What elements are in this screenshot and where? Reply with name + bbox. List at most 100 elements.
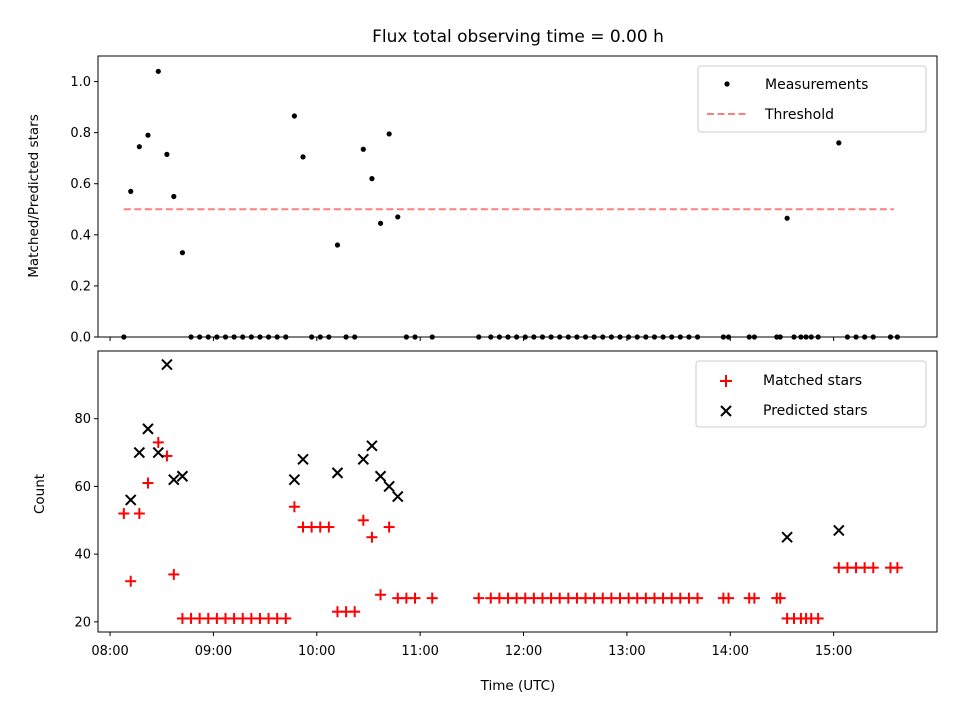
predicted-star-point: [366, 440, 378, 452]
bottom-panel: 20 40 60 80 08:00 09:00 10:00 11:00 12:00 13:00 1…: [32, 350, 938, 694]
top-panel-marks: [121, 68, 900, 340]
legend-measurements-label: Measurements: [765, 77, 868, 93]
top-panel-frame: [97, 55, 938, 338]
matched-star-point: [375, 589, 387, 601]
x-tick-label: 09:00: [195, 644, 232, 659]
measurement-point: [395, 214, 401, 220]
x-tick-label: 14:00: [712, 644, 749, 659]
top-panel-y-ticks: 0.0 0.2 0.4 0.6 0.8 1.0: [70, 75, 98, 346]
matched-star-point: [366, 531, 378, 543]
matched-star-point: [168, 568, 180, 580]
matched-star-point: [142, 477, 154, 489]
x-tick-label: 11:00: [401, 644, 438, 659]
predicted-star-point: [176, 470, 189, 482]
measurement-point: [136, 144, 142, 150]
y-tick-label: 0.6: [70, 177, 91, 192]
y-tick-label: 1.0: [70, 75, 91, 90]
x-tick-label: 10:00: [298, 644, 335, 659]
predicted-star-point: [125, 494, 137, 506]
top-panel-x-ticks: [109, 337, 835, 341]
predicted-star-point: [392, 490, 404, 503]
predicted-star-point: [331, 467, 344, 479]
matched-star-point: [748, 592, 760, 604]
predicted-star-point: [374, 470, 387, 482]
matched-star-point: [723, 592, 735, 604]
bottom-panel-x-axis-label: Time (UTC): [480, 678, 556, 694]
measurement-point: [334, 242, 341, 248]
legend-measurements-marker: [724, 81, 730, 87]
top-panel-y-axis-label: Matched/Predicted stars: [26, 114, 42, 277]
matched-star-point: [426, 592, 438, 604]
measurement-point: [836, 140, 842, 146]
matched-star-point: [288, 501, 300, 513]
y-tick-label: 60: [74, 480, 91, 495]
predicted-star-point: [168, 473, 180, 486]
bottom-panel-marks: [118, 358, 903, 624]
x-tick-label: 15:00: [815, 644, 852, 659]
bottom-legend: Matched stars Predicted stars: [695, 360, 927, 428]
measurement-point: [145, 132, 151, 138]
measurement-point: [300, 154, 306, 160]
predicted-star-point: [142, 423, 154, 435]
measurement-point: [171, 193, 177, 200]
measurement-point: [377, 220, 384, 226]
measurement-point: [386, 131, 392, 137]
predicted-star-point: [357, 453, 370, 466]
measurement-point: [179, 250, 186, 256]
matched-star-point: [409, 592, 421, 604]
matched-star-point: [280, 612, 292, 624]
y-tick-label: 0.4: [70, 228, 91, 243]
predicted-star-point: [383, 480, 395, 493]
y-tick-label: 20: [74, 615, 91, 630]
predicted-star-point: [161, 358, 173, 371]
predicted-star-point: [288, 473, 301, 486]
matched-star-point: [774, 592, 786, 604]
matched-star-point: [349, 606, 361, 618]
matched-star-point: [152, 436, 164, 448]
y-tick-label: 0.2: [70, 279, 91, 294]
legend-threshold-label: Threshold: [764, 107, 834, 123]
matched-star-point: [383, 521, 395, 533]
top-legend: Measurements Threshold: [697, 65, 927, 133]
matched-star-point: [125, 575, 137, 587]
measurement-point: [128, 188, 134, 194]
bottom-legend-box: [695, 360, 927, 428]
bottom-panel-x-ticks: 08:00 09:00 10:00 11:00 12:00 13:00 14:00 15:00: [91, 632, 852, 659]
matched-star-point: [357, 514, 369, 526]
matched-star-point: [323, 521, 335, 533]
measurement-point: [369, 176, 375, 182]
top-panel-title: Flux total observing time = 0.00 h: [372, 27, 664, 47]
predicted-star-point: [833, 524, 845, 537]
matched-star-point: [118, 508, 130, 520]
predicted-star-point: [297, 453, 309, 466]
bottom-panel-y-ticks: 20 40 60 80: [74, 412, 98, 630]
y-tick-label: 40: [74, 548, 91, 563]
predicted-star-point: [152, 446, 165, 459]
bottom-panel-y-axis-label: Count: [32, 474, 48, 514]
matched-star-point: [473, 592, 485, 604]
bottom-panel-frame: [97, 350, 938, 633]
measurement-point: [155, 68, 161, 74]
legend-matched-stars-label: Matched stars: [763, 373, 862, 389]
legend-predicted-stars-marker: [720, 405, 732, 417]
predicted-star-point: [133, 446, 146, 459]
matched-star-point: [692, 592, 704, 604]
x-tick-label: 12:00: [505, 644, 542, 659]
y-tick-label: 80: [74, 412, 91, 427]
legend-predicted-stars-label: Predicted stars: [763, 403, 868, 419]
top-panel: Flux total observing time = 0.00 h 0.0 0.…: [26, 27, 938, 346]
y-tick-label: 0.0: [70, 331, 91, 346]
matched-star-point: [133, 508, 145, 520]
predicted-star-point: [781, 531, 793, 543]
matched-star-point: [891, 562, 903, 574]
x-tick-label: 13:00: [608, 644, 645, 659]
x-tick-label: 08:00: [91, 644, 128, 659]
matched-star-point: [161, 450, 173, 462]
matched-star-point: [812, 612, 824, 624]
measurement-point: [164, 151, 170, 157]
measurement-point: [291, 113, 297, 119]
matched-star-point: [867, 562, 879, 574]
top-legend-box: [697, 65, 927, 133]
measurement-point: [360, 146, 366, 152]
